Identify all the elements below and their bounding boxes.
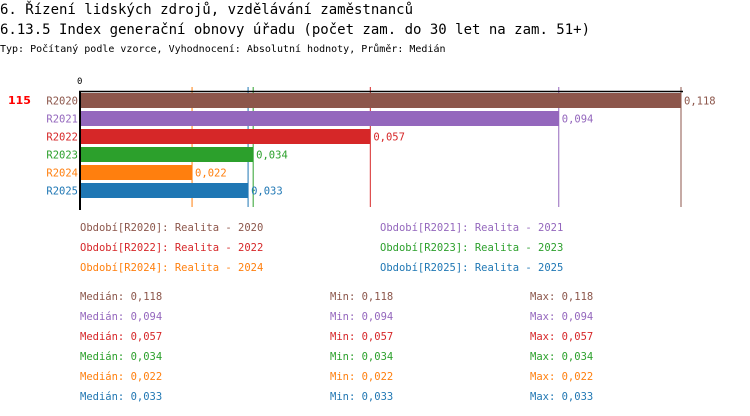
bar-R2021 bbox=[80, 111, 559, 126]
bar-R2020 bbox=[80, 93, 681, 108]
stat-min: Min: 0,034 bbox=[330, 351, 394, 363]
stat-max: Max: 0,033 bbox=[530, 391, 594, 403]
stat-max: Max: 0,022 bbox=[530, 371, 594, 383]
category-label: R2022 bbox=[46, 132, 78, 144]
indicator-info: Typ: Počítaný podle vzorce, Vyhodnocení:… bbox=[0, 44, 446, 55]
stat-max: Max: 0,118 bbox=[530, 291, 594, 303]
category-label: R2023 bbox=[46, 150, 78, 162]
axis-zero-label: 0 bbox=[77, 77, 82, 87]
bar-chart: R2020 0,118 R2021 0,094 R2022 0,057 R2023 0,034… bbox=[8, 77, 716, 210]
stat-median: Medián: 0,034 bbox=[80, 351, 163, 363]
stat-median: Medián: 0,033 bbox=[80, 391, 163, 403]
legend-item: Období[R2024]: Realita - 2024 bbox=[80, 262, 264, 274]
value-label: 0,034 bbox=[256, 150, 288, 162]
category-label: R2021 bbox=[46, 114, 78, 126]
legend-item: Období[R2025]: Realita - 2025 bbox=[380, 262, 564, 274]
stat-median: Medián: 0,022 bbox=[80, 371, 163, 383]
stat-min: Min: 0,022 bbox=[330, 371, 394, 383]
indicator-title: 6.13.5 Index generační obnovy úřadu (poč… bbox=[0, 22, 591, 38]
legend-item: Období[R2023]: Realita - 2023 bbox=[380, 242, 564, 254]
stat-min: Min: 0,057 bbox=[330, 331, 394, 343]
bar-R2022 bbox=[80, 129, 371, 144]
stat-min: Min: 0,118 bbox=[330, 291, 394, 303]
legend-item: Období[R2022]: Realita - 2022 bbox=[80, 242, 264, 254]
chart-id-label: 115 bbox=[8, 94, 31, 107]
bar-R2024 bbox=[80, 165, 193, 180]
category-label: R2025 bbox=[46, 186, 78, 198]
bar-R2023 bbox=[80, 147, 254, 162]
stat-median: Medián: 0,057 bbox=[80, 331, 163, 343]
value-label: 0,057 bbox=[373, 132, 405, 144]
category-label: R2024 bbox=[46, 168, 78, 180]
stat-median: Medián: 0,118 bbox=[80, 291, 163, 303]
stat-max: Max: 0,057 bbox=[530, 331, 594, 343]
stat-min: Min: 0,033 bbox=[330, 391, 394, 403]
stat-min: Min: 0,094 bbox=[330, 311, 394, 323]
value-label: 0,118 bbox=[684, 96, 716, 108]
category-label: R2020 bbox=[46, 96, 78, 108]
bar-R2025 bbox=[80, 183, 249, 198]
section-title: 6. Řízení lidských zdrojů, vzdělávání za… bbox=[0, 2, 414, 18]
legend-item: Období[R2020]: Realita - 2020 bbox=[80, 222, 264, 234]
value-label: 0,094 bbox=[562, 114, 594, 126]
stat-max: Max: 0,094 bbox=[530, 311, 594, 323]
stat-max: Max: 0,034 bbox=[530, 351, 594, 363]
stat-median: Medián: 0,094 bbox=[80, 311, 163, 323]
value-label: 0,033 bbox=[251, 186, 283, 198]
value-label: 0,022 bbox=[195, 168, 227, 180]
legend-item: Období[R2021]: Realita - 2021 bbox=[380, 222, 564, 234]
